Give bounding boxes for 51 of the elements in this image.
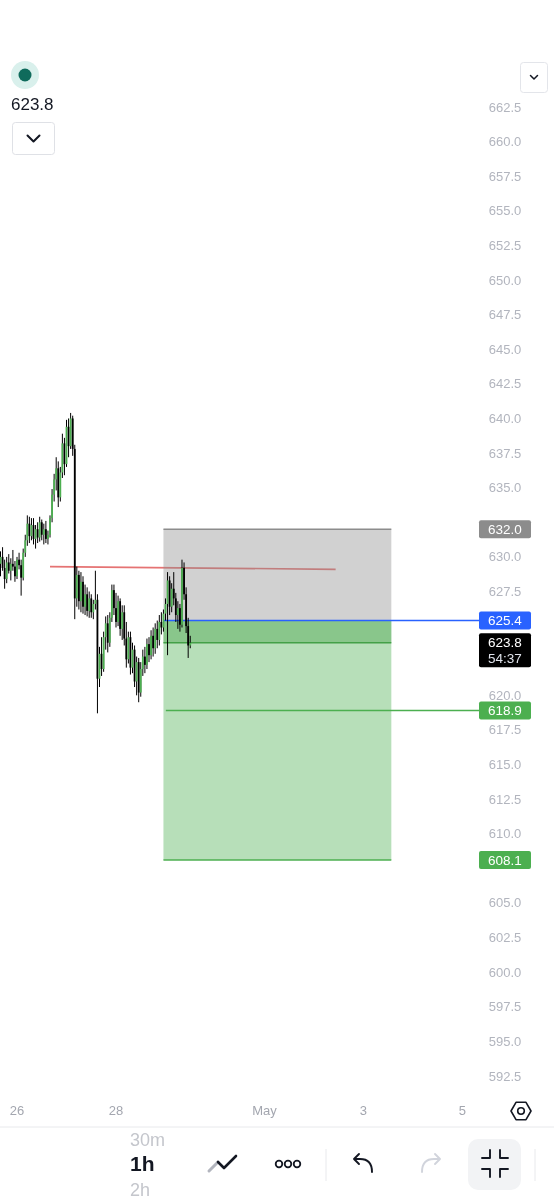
y-tick-label: 652.5 <box>488 237 522 253</box>
candlestick <box>154 622 157 655</box>
y-tick-label: 647.5 <box>488 307 522 323</box>
y-tick-label: 640.0 <box>488 410 522 426</box>
candlestick <box>86 586 89 617</box>
y-tick-label: 617.5 <box>488 722 522 738</box>
text: 54:37 <box>488 651 522 667</box>
y-tick-label: 625.4 <box>488 613 523 629</box>
candlestick <box>44 520 47 544</box>
y-tick-label: 645.0 <box>488 341 522 357</box>
y-tick-label: 642.5 <box>488 376 522 392</box>
y-tick-label: 608.1 <box>488 852 522 868</box>
x-tick-label: 5 <box>458 1102 467 1118</box>
x-tick-label: May <box>252 1102 278 1118</box>
y-tick-label: 605.0 <box>488 895 522 911</box>
y-tick-label: 630.0 <box>488 549 522 565</box>
candlestick <box>158 614 161 646</box>
annotation: 623.8 <box>11 95 54 114</box>
candlestick <box>82 575 84 615</box>
candlestick <box>16 556 18 580</box>
candlestick <box>38 516 41 543</box>
y-tick-label: 627.5 <box>488 584 522 599</box>
y-tick-label: 650.0 <box>488 272 522 288</box>
y-tick-label: 602.5 <box>488 930 522 946</box>
x-tick-label: 26 <box>9 1102 25 1118</box>
y-tick-label: 623.8 <box>488 635 522 651</box>
y-tick-label: 620.0 <box>488 687 522 703</box>
y-tick-label: 637.5 <box>488 445 522 461</box>
y-tick-label: 660.0 <box>488 134 522 150</box>
x-tick-label: 28 <box>108 1102 124 1118</box>
y-tick-label: 632.0 <box>488 521 522 537</box>
text: 2h <box>130 1180 151 1200</box>
candlestick <box>181 559 183 628</box>
y-tick-label: 592.5 <box>488 1068 522 1084</box>
y-tick-label: 615.0 <box>488 757 522 773</box>
text: 1h <box>130 1152 155 1175</box>
candlestick <box>40 519 43 541</box>
y-tick-label: 635.0 <box>488 480 522 496</box>
y-tick-label: 657.5 <box>488 168 522 184</box>
y-tick-label: 610.0 <box>488 826 522 842</box>
y-tick-label: 655.0 <box>488 203 522 219</box>
y-tick-label: 662.5 <box>488 99 522 115</box>
text: 30m <box>130 1130 166 1150</box>
y-tick-label: 595.0 <box>488 1033 522 1049</box>
x-tick-label: 3 <box>359 1102 368 1118</box>
y-tick-label: 597.5 <box>488 999 522 1015</box>
candlestick <box>152 626 155 658</box>
y-tick-label: 618.9 <box>488 703 522 719</box>
y-tick-label: 612.5 <box>488 791 522 807</box>
candlestick <box>80 571 82 613</box>
y-tick-label: 600.0 <box>488 964 522 980</box>
